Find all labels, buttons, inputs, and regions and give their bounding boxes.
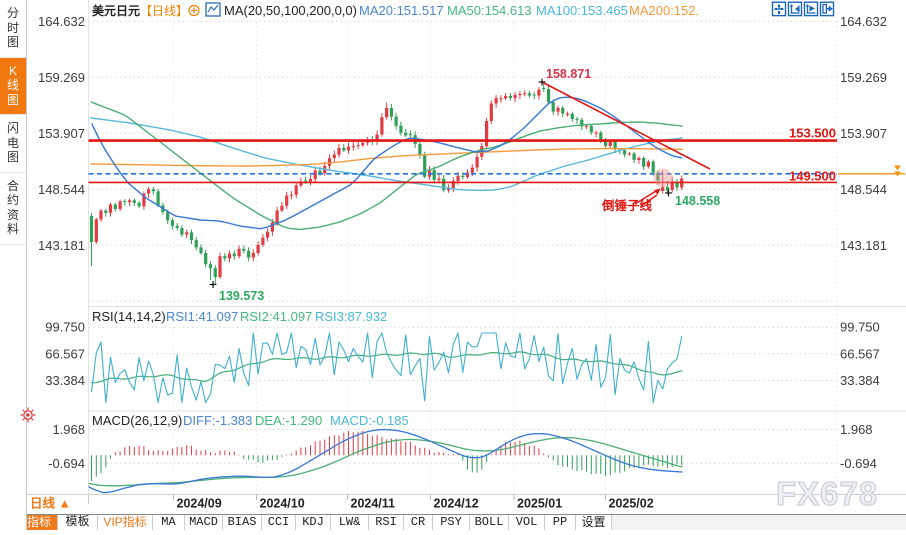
svg-text:MACD(26,12,9): MACD(26,12,9): [92, 413, 182, 428]
svg-text:1.968: 1.968: [840, 422, 873, 437]
svg-text:FX678: FX678: [776, 475, 878, 512]
svg-text:RSI(14,14,2): RSI(14,14,2): [92, 309, 166, 324]
svg-text:148.558: 148.558: [675, 194, 720, 208]
svg-text:2024/12: 2024/12: [434, 497, 479, 511]
svg-text:66.567: 66.567: [45, 346, 85, 361]
svg-text:MACD:-0.185: MACD:-0.185: [330, 413, 409, 428]
svg-text:RSI2:41.097: RSI2:41.097: [240, 309, 312, 324]
svg-text:2024/10: 2024/10: [260, 497, 305, 511]
svg-text:159.269: 159.269: [840, 70, 887, 85]
svg-text:164.632: 164.632: [38, 14, 85, 29]
svg-text:139.573: 139.573: [219, 289, 264, 303]
svg-text:RSI1:41.097: RSI1:41.097: [166, 309, 238, 324]
svg-text:148.544: 148.544: [840, 182, 887, 197]
svg-text:158.871: 158.871: [546, 67, 591, 81]
svg-text:153.500: 153.500: [789, 126, 836, 141]
svg-text:美元日元: 美元日元: [92, 3, 140, 18]
svg-text:99.750: 99.750: [45, 320, 85, 335]
svg-text:2025/01: 2025/01: [517, 497, 562, 511]
svg-text:【日线】: 【日线】: [140, 4, 188, 18]
svg-text:143.181: 143.181: [38, 238, 85, 253]
svg-text:164.632: 164.632: [840, 14, 887, 29]
svg-text:2025/02: 2025/02: [609, 497, 654, 511]
svg-text:153.907: 153.907: [38, 126, 85, 141]
svg-text:2024/11: 2024/11: [351, 497, 396, 511]
svg-text:RSI3:87.932: RSI3:87.932: [315, 309, 387, 324]
svg-text:66.567: 66.567: [840, 346, 880, 361]
svg-text:2024/09: 2024/09: [177, 497, 222, 511]
svg-text:-0.694: -0.694: [840, 456, 877, 471]
svg-text:MA50:154.613: MA50:154.613: [447, 3, 532, 18]
svg-text:143.181: 143.181: [840, 238, 887, 253]
svg-text:148.544: 148.544: [38, 182, 85, 197]
svg-text:1.968: 1.968: [52, 422, 85, 437]
svg-text:MA200:152.: MA200:152.: [629, 3, 699, 18]
svg-text:MA(20,50,100,200,0,0): MA(20,50,100,200,0,0): [224, 3, 357, 18]
svg-text:倒锤子线: 倒锤子线: [601, 198, 653, 213]
svg-text:MA20:151.517: MA20:151.517: [359, 3, 444, 18]
svg-text:-0.694: -0.694: [48, 456, 85, 471]
svg-text:MA100:153.465: MA100:153.465: [536, 3, 628, 18]
svg-text:33.384: 33.384: [45, 373, 85, 388]
svg-text:99.750: 99.750: [840, 320, 880, 335]
svg-text:149.500: 149.500: [789, 169, 836, 184]
svg-text:33.384: 33.384: [840, 373, 880, 388]
svg-text:153.907: 153.907: [840, 126, 887, 141]
svg-text:DIFF:-1.383: DIFF:-1.383: [183, 413, 252, 428]
svg-text:159.269: 159.269: [38, 70, 85, 85]
svg-text:日线 ▲: 日线 ▲: [30, 496, 71, 511]
svg-text:DEA:-1.290: DEA:-1.290: [255, 413, 322, 428]
